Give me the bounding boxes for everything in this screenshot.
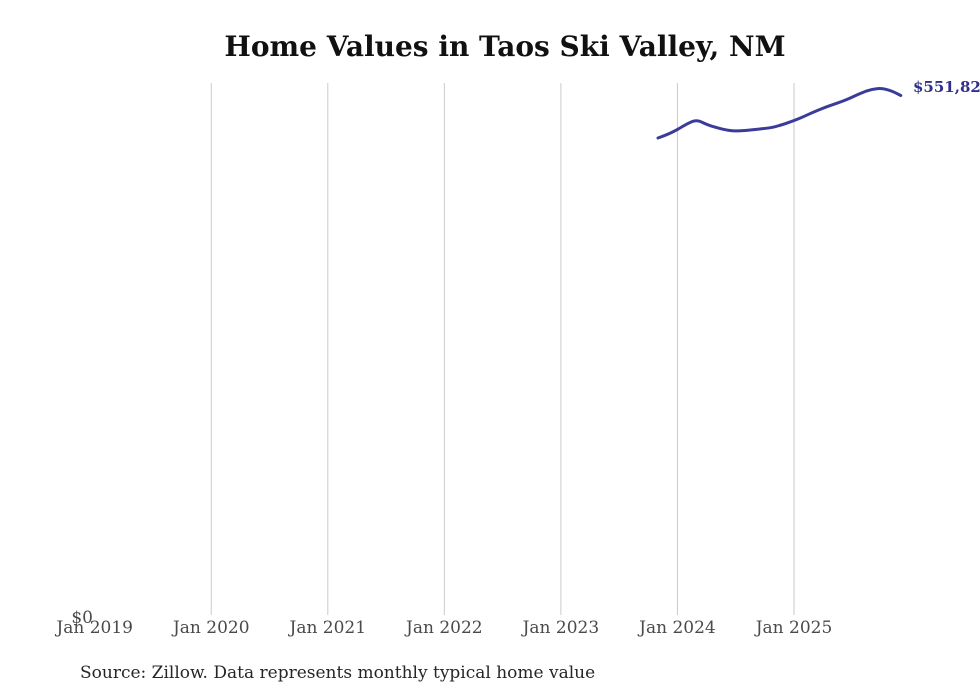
x-tick-label: Jan 2020 (172, 618, 250, 638)
x-tick-label: Jan 2025 (755, 618, 833, 638)
x-tick-label: Jan 2021 (289, 618, 367, 638)
source-note: Source: Zillow. Data represents monthly … (80, 663, 596, 683)
latest-value-label: $551,822 (913, 78, 980, 96)
x-tick-label: Jan 2024 (639, 618, 716, 638)
x-tick-label: Jan 2022 (406, 618, 483, 638)
home-value-line (656, 87, 903, 140)
x-tick-label: Jan 2023 (522, 618, 600, 638)
y-tick-label-zero: $0 (71, 608, 93, 628)
x-tick-label: Jan 2019 (56, 618, 133, 638)
chart-title: Home Values in Taos Ski Valley, NM (224, 30, 786, 63)
latest-value-text: $551,82 (913, 78, 980, 96)
